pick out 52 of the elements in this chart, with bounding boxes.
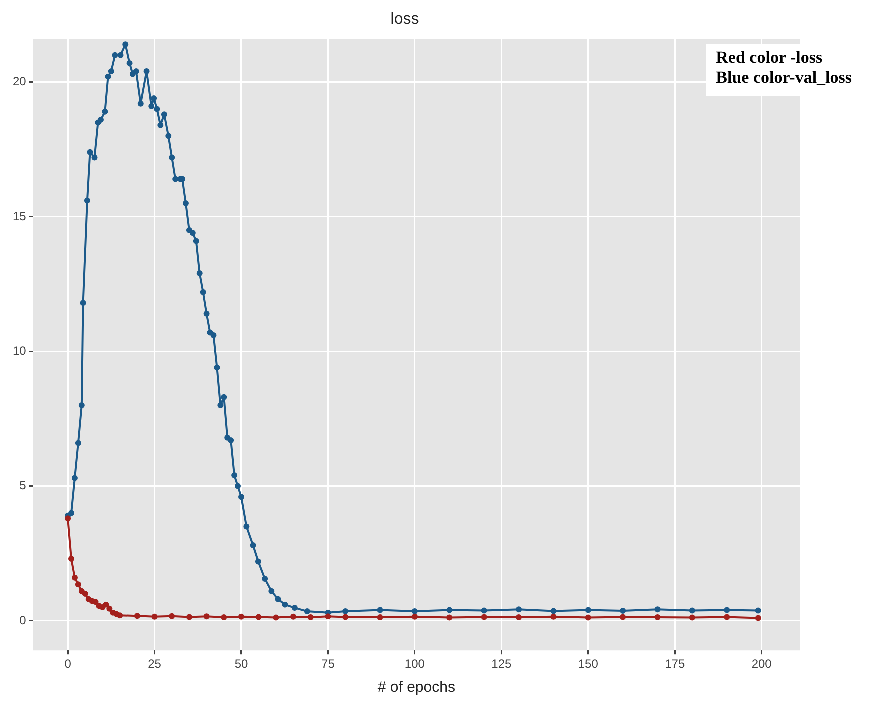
point xyxy=(446,614,453,621)
point xyxy=(72,574,78,581)
annotation: Red color -loss Blue color-val_loss xyxy=(706,44,862,96)
point xyxy=(100,604,106,611)
point xyxy=(238,614,244,620)
x-tick-label: 50 xyxy=(234,657,248,672)
point xyxy=(689,614,696,621)
point xyxy=(273,614,280,621)
point xyxy=(516,614,522,620)
point xyxy=(78,588,85,594)
x-tick-label: 125 xyxy=(492,657,512,672)
x-tick-label: 75 xyxy=(322,657,336,672)
y-tick-label: 5 xyxy=(20,478,27,493)
point xyxy=(481,614,488,620)
y-tick-label: 20 xyxy=(12,74,27,89)
point xyxy=(103,602,110,608)
point xyxy=(152,614,158,620)
point xyxy=(412,614,418,620)
point xyxy=(117,612,124,619)
point xyxy=(755,615,762,622)
x-tick-label: 200 xyxy=(752,657,772,672)
y-tick-label: 10 xyxy=(12,344,27,358)
point xyxy=(68,556,75,562)
point xyxy=(186,614,192,620)
chart-title: loss xyxy=(390,11,420,28)
x-tick-label: 150 xyxy=(578,657,599,672)
point xyxy=(290,614,297,620)
x-tick-label: 100 xyxy=(404,657,426,672)
x-tick-label: 25 xyxy=(148,657,162,672)
y-tick-label: 0 xyxy=(20,613,27,628)
point xyxy=(620,614,626,620)
y-tick-label: 15 xyxy=(12,209,27,224)
point xyxy=(169,613,176,620)
point xyxy=(106,606,113,612)
point xyxy=(550,614,557,620)
point xyxy=(221,614,228,620)
x-axis-title: # of epochs xyxy=(378,679,456,696)
point xyxy=(204,614,210,620)
point xyxy=(308,614,314,620)
x-tick-label: 175 xyxy=(665,657,686,672)
point xyxy=(724,614,730,620)
point xyxy=(75,582,82,588)
point xyxy=(342,614,349,620)
point xyxy=(65,516,72,522)
point xyxy=(325,614,332,620)
point xyxy=(585,614,592,621)
point xyxy=(377,614,384,620)
x-tick-label: 0 xyxy=(64,657,72,672)
point xyxy=(654,614,661,620)
point xyxy=(134,613,140,620)
point xyxy=(256,614,262,620)
point xyxy=(82,591,88,598)
